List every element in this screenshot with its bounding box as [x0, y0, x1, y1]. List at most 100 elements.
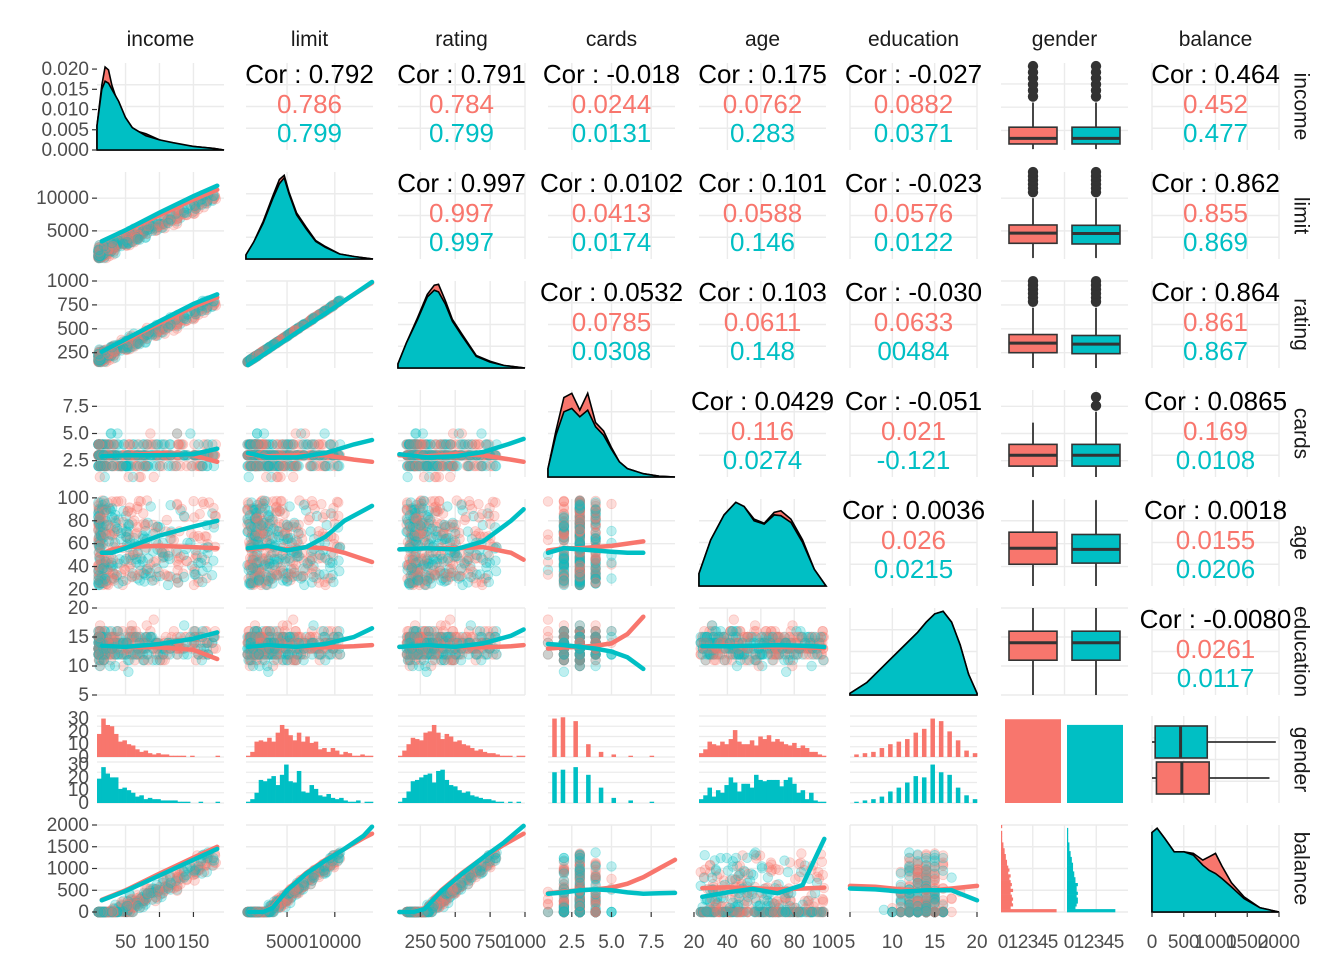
scatter-point: [606, 525, 617, 537]
scatter-point: [261, 471, 272, 483]
scatter-point: [132, 232, 144, 243]
scatter-point: [251, 428, 263, 439]
scatter-point: [259, 554, 270, 565]
scatter-point: [606, 498, 617, 510]
column-strip-limit: limit: [291, 28, 328, 51]
box-outlier: [1090, 391, 1102, 403]
column-strip-age: age: [745, 28, 780, 51]
scatter-point: [152, 219, 163, 230]
scatter-point: [318, 569, 329, 580]
scatter-point: [284, 553, 295, 564]
scatter-point: [93, 246, 104, 258]
scatter-point: [93, 251, 104, 262]
scatter-point: [108, 575, 119, 586]
scatter-point: [456, 499, 467, 511]
scatter-point: [253, 460, 265, 472]
scatter-point: [112, 523, 123, 535]
scatter-point: [193, 439, 204, 450]
cor-group2: 00484: [877, 336, 949, 366]
cor-group1: 0.0633: [874, 307, 954, 337]
scatter-point: [108, 243, 119, 255]
box-body: [1008, 126, 1058, 145]
scatter-point: [121, 238, 133, 250]
scatter-point: [93, 249, 104, 261]
scatter-point: [126, 620, 138, 631]
row-strip-age: age: [1289, 525, 1312, 560]
scatter-point: [145, 631, 156, 643]
scatter-point: [93, 247, 104, 259]
scatter-point: [108, 246, 120, 258]
scatter-point: [298, 439, 309, 450]
scatter-point: [446, 439, 457, 450]
column-strip-cards: cards: [586, 28, 637, 51]
scatter-point: [195, 533, 206, 544]
scatter-point: [434, 495, 445, 507]
scatter-point: [157, 222, 168, 233]
scatter-point: [334, 565, 345, 577]
scatter-point: [120, 238, 132, 250]
scatter-point: [94, 252, 106, 263]
scatter-point: [574, 495, 586, 507]
scatter-point: [442, 553, 454, 564]
scatter-point: [307, 499, 319, 511]
scatter-point: [123, 505, 134, 517]
cor-group1: 0.861: [1183, 307, 1248, 337]
cor-group1: 0.116: [731, 416, 794, 446]
cor-group2: 0.477: [1183, 118, 1248, 148]
scatter-point: [194, 199, 205, 210]
scatter-point: [243, 471, 254, 483]
scatter-point: [590, 577, 601, 588]
scatter-point: [447, 428, 459, 439]
scatter-point: [98, 252, 110, 264]
box-outlier: [1027, 60, 1039, 72]
cor-group2: 0.146: [730, 227, 795, 257]
scatter-point: [152, 221, 164, 233]
scatter-point: [190, 200, 201, 212]
scatter-point: [288, 471, 299, 483]
scatter-point: [171, 216, 183, 227]
scatter-point: [451, 550, 463, 562]
scatter-point: [283, 533, 294, 545]
cor-overall: Cor : 0.0865: [1144, 386, 1287, 416]
scatter-point: [196, 552, 208, 563]
scatter-point: [410, 428, 422, 439]
scatter-point: [127, 236, 139, 247]
scatter-point: [94, 247, 105, 258]
scatter-point: [441, 533, 452, 545]
scatter-point: [143, 553, 154, 564]
scatter-point: [208, 193, 219, 205]
scatter-point: [320, 460, 331, 472]
scatter-point: [185, 428, 196, 439]
scatter-point: [94, 249, 106, 261]
scatter-point: [119, 238, 130, 249]
scatter-point: [171, 428, 183, 439]
scatter-point: [247, 562, 259, 574]
scatter-point: [208, 555, 219, 566]
scatter-point: [99, 251, 110, 263]
scatter-point: [264, 460, 275, 472]
scatter-point: [421, 575, 433, 587]
scatter-point: [125, 232, 136, 244]
scatter-point: [94, 471, 106, 483]
scatter-point: [333, 555, 344, 566]
cor-group1: 0.0785: [572, 307, 652, 337]
cor-group2: 0.0131: [572, 118, 652, 148]
scatter-point: [476, 428, 487, 439]
scatter-point: [95, 521, 106, 532]
scatter-point: [423, 512, 434, 523]
scatter-point: [124, 239, 135, 251]
scatter-point: [117, 237, 128, 249]
cor-group1: 0.0244: [572, 89, 652, 119]
scatter-point: [129, 515, 140, 526]
scatter-point: [163, 217, 174, 229]
scatter-point: [125, 232, 137, 244]
scatter-point: [311, 460, 322, 472]
scatter-point: [313, 526, 325, 537]
row-strip-cards: cards: [1289, 408, 1312, 459]
scatter-point: [271, 505, 283, 517]
scatter-point: [246, 439, 258, 450]
cor-group2: 0.148: [730, 336, 795, 366]
scatter-point: [93, 649, 104, 660]
